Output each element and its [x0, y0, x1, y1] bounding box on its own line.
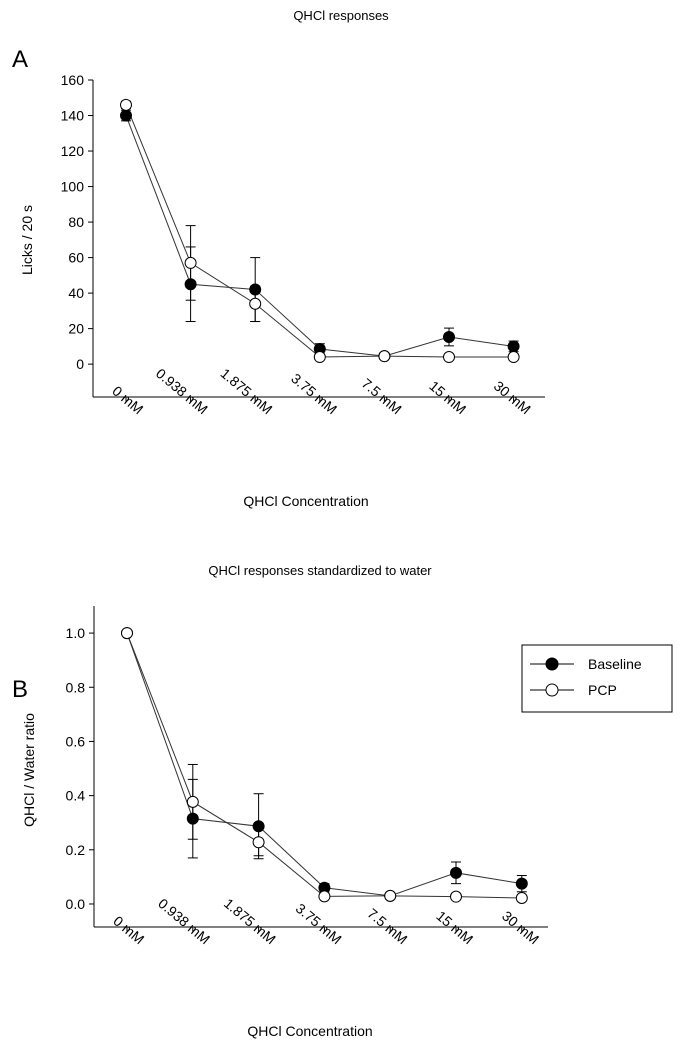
- series-line-pcp: [125, 104, 514, 358]
- panel-b: QHCl responses standardized to water B Q…: [12, 563, 548, 1039]
- data-point-pcp: [378, 350, 391, 363]
- y-tick-label: 60: [68, 250, 84, 266]
- data-point-baseline: [443, 330, 455, 343]
- data-point-baseline: [120, 109, 132, 122]
- panel-a-ylabel: Licks / 20 s: [19, 205, 35, 275]
- data-point-pcp: [450, 890, 462, 903]
- y-tick-label: 40: [68, 285, 84, 301]
- y-tick-label: 120: [61, 143, 85, 159]
- y-tick-label: 140: [61, 108, 85, 124]
- legend: Baseline PCP: [521, 644, 673, 713]
- legend-marker-baseline: [545, 657, 559, 671]
- panel-b-title: QHCl responses standardized to water: [208, 563, 432, 578]
- x-tick-label: 0 mM: [109, 383, 146, 418]
- x-tick-label: 7.5 mM: [365, 905, 411, 947]
- y-tick-label: 1.0: [66, 625, 86, 641]
- data-point-pcp: [507, 351, 520, 364]
- x-tick-label: 1.875 mM: [221, 895, 279, 947]
- legend-label-baseline: Baseline: [588, 656, 642, 672]
- y-tick-label: 0.4: [66, 788, 86, 804]
- data-point-baseline: [249, 283, 262, 296]
- y-tick-label: 20: [68, 321, 84, 337]
- x-tick-label: 0.938 mM: [153, 365, 211, 417]
- series-line-baseline: [126, 632, 522, 897]
- data-point-pcp: [313, 351, 326, 364]
- panel-a: QHCl responses A QHCl Concentration Lick…: [12, 8, 545, 509]
- data-point-pcp: [249, 297, 262, 310]
- x-tick-label: 1.875 mM: [218, 365, 276, 417]
- y-tick-label: 160: [61, 72, 85, 88]
- data-point-baseline: [515, 877, 528, 890]
- panel-b-ylabel: QHCl / Water ratio: [21, 713, 37, 827]
- y-tick-label: 0.8: [66, 679, 86, 695]
- x-tick-label: 0.938 mM: [155, 895, 213, 947]
- y-tick-label: 0.6: [66, 733, 86, 749]
- y-tick-label: 80: [68, 214, 84, 230]
- y-tick-label: 0.0: [66, 896, 86, 912]
- legend-label-pcp: PCP: [588, 682, 617, 698]
- data-point-baseline: [186, 812, 199, 825]
- data-point-pcp: [443, 351, 455, 364]
- data-point-pcp: [184, 256, 197, 269]
- panel-a-label: A: [12, 46, 28, 73]
- panel-b-label: B: [12, 676, 28, 703]
- panel-a-title: QHCl responses: [293, 8, 389, 23]
- data-point-baseline: [450, 866, 462, 879]
- panel-b-xlabel: QHCl Concentration: [247, 1023, 372, 1039]
- data-point-baseline: [184, 278, 197, 291]
- y-tick-label: 100: [61, 179, 85, 195]
- y-tick-label: 0.2: [66, 842, 86, 858]
- data-point-baseline: [252, 820, 265, 833]
- data-point-pcp: [121, 627, 133, 640]
- data-point-pcp: [186, 795, 199, 808]
- y-tick-label: 0: [76, 356, 84, 372]
- series-line-pcp: [126, 632, 522, 899]
- series-line-baseline: [125, 115, 514, 357]
- data-point-pcp: [318, 890, 331, 903]
- data-point-pcp: [252, 836, 265, 849]
- x-tick-label: 7.5 mM: [359, 375, 405, 417]
- x-tick-label: 0 mM: [110, 913, 147, 948]
- data-point-pcp: [515, 892, 528, 905]
- data-point-pcp: [120, 98, 132, 111]
- data-point-pcp: [384, 889, 397, 902]
- x-tick-label: 3.75 mM: [288, 370, 340, 417]
- data-point-baseline: [507, 340, 520, 353]
- legend-marker-pcp: [545, 683, 559, 697]
- x-tick-label: 3.75 mM: [293, 900, 345, 947]
- panel-a-xlabel: QHCl Concentration: [243, 493, 368, 509]
- legend-box: [521, 644, 673, 713]
